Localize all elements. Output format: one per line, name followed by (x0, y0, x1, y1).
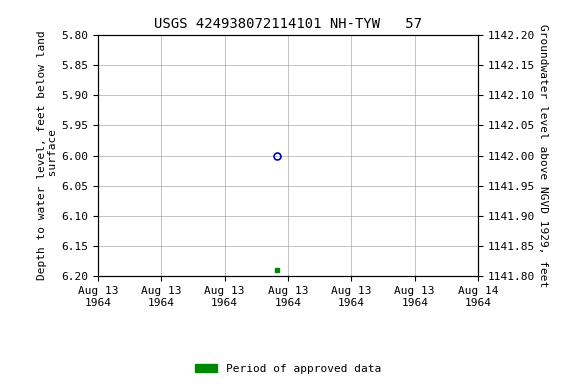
Legend: Period of approved data: Period of approved data (191, 359, 385, 379)
Y-axis label: Groundwater level above NGVD 1929, feet: Groundwater level above NGVD 1929, feet (538, 24, 548, 287)
Title: USGS 424938072114101 NH-TYW   57: USGS 424938072114101 NH-TYW 57 (154, 17, 422, 31)
Y-axis label: Depth to water level, feet below land
 surface: Depth to water level, feet below land su… (37, 31, 58, 280)
